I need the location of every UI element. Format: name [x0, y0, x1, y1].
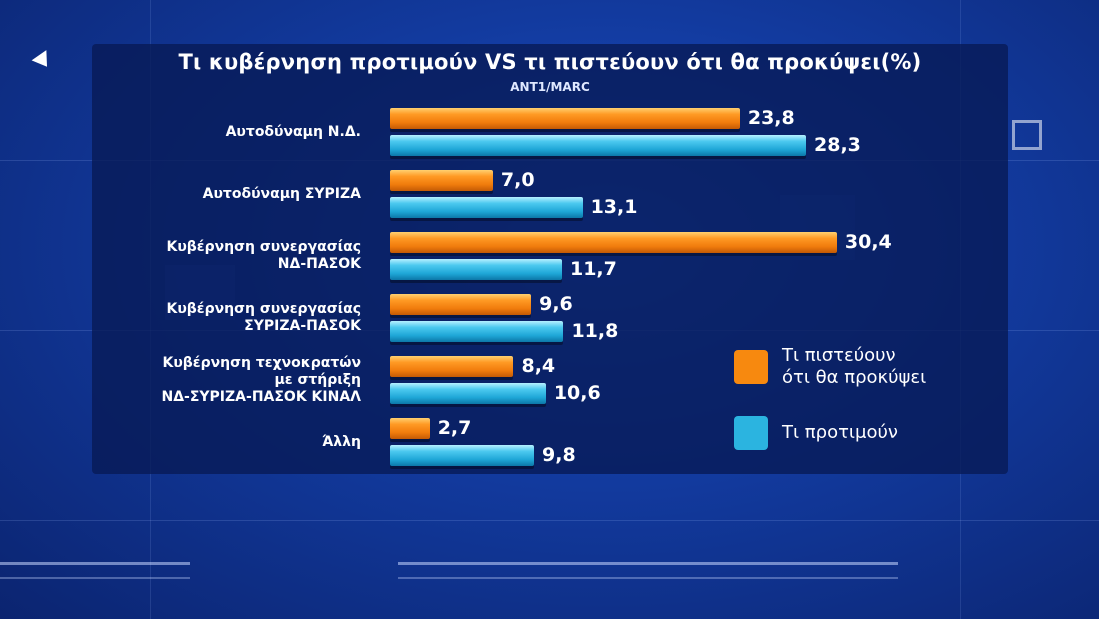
category-label: Κυβέρνηση συνεργασίας — [166, 301, 361, 317]
bar-orange — [390, 294, 532, 315]
bar-orange — [390, 356, 514, 377]
bar-cyan — [390, 197, 583, 218]
category-label: Αυτοδύναμη ΣΥΡΙΖΑ — [202, 185, 361, 202]
data-label: 23,8 — [747, 107, 795, 129]
bar-orange — [390, 232, 837, 253]
bar-cyan — [390, 383, 546, 404]
legend-label: Τι προτιμούν — [782, 422, 898, 443]
category-label: Άλλη — [322, 433, 361, 450]
category-label: με στήριξη — [274, 371, 362, 388]
data-label: 7,0 — [500, 169, 535, 191]
bar-orange — [390, 418, 430, 439]
background-line — [0, 520, 1099, 521]
decorative-bar — [0, 577, 190, 579]
corner-arrow-icon — [31, 50, 55, 72]
data-label: 9,8 — [542, 444, 576, 466]
square-outline-icon — [1012, 120, 1042, 150]
data-label: 11,8 — [571, 320, 619, 342]
decorative-bar — [398, 577, 898, 579]
bar-cyan — [390, 135, 806, 156]
data-label: 8,4 — [521, 355, 556, 377]
data-label: 10,6 — [553, 382, 601, 404]
legend-label: Τι πιστεύουν — [782, 345, 896, 366]
decorative-bar — [0, 562, 190, 565]
bar-orange — [390, 108, 740, 129]
bar-orange — [390, 170, 493, 191]
bar-cyan — [390, 321, 564, 342]
category-label: ΝΔ-ΠΑΣΟΚ — [277, 256, 361, 272]
chart-title: Τι κυβέρνηση προτιμούν VS τι πιστεύουν ό… — [178, 50, 922, 74]
chart-subtitle: ΑΝΤ1/MARC — [510, 80, 590, 94]
data-label: 13,1 — [590, 196, 638, 218]
data-label: 30,4 — [844, 231, 892, 253]
legend-swatch — [734, 350, 768, 384]
data-label: 2,7 — [437, 417, 472, 439]
decorative-bar — [398, 562, 898, 565]
legend-label: ότι θα προκύψει — [782, 367, 927, 388]
data-label: 9,6 — [539, 293, 573, 315]
data-label: 11,7 — [569, 258, 617, 280]
data-label: 28,3 — [814, 134, 861, 156]
category-label: Αυτοδύναμη Ν.Δ. — [225, 123, 361, 140]
category-label: ΣΥΡΙΖΑ-ΠΑΣΟΚ — [244, 318, 361, 334]
bar-cyan — [390, 259, 562, 280]
bar-cyan — [390, 445, 535, 466]
legend-swatch — [734, 416, 768, 450]
category-label: ΝΔ-ΣΥΡΙΖΑ-ΠΑΣΟΚ ΚΙΝΑΛ — [161, 388, 361, 405]
category-label: Κυβέρνηση συνεργασίας — [166, 239, 361, 255]
category-label: Κυβέρνηση τεχνοκρατών — [162, 354, 361, 371]
